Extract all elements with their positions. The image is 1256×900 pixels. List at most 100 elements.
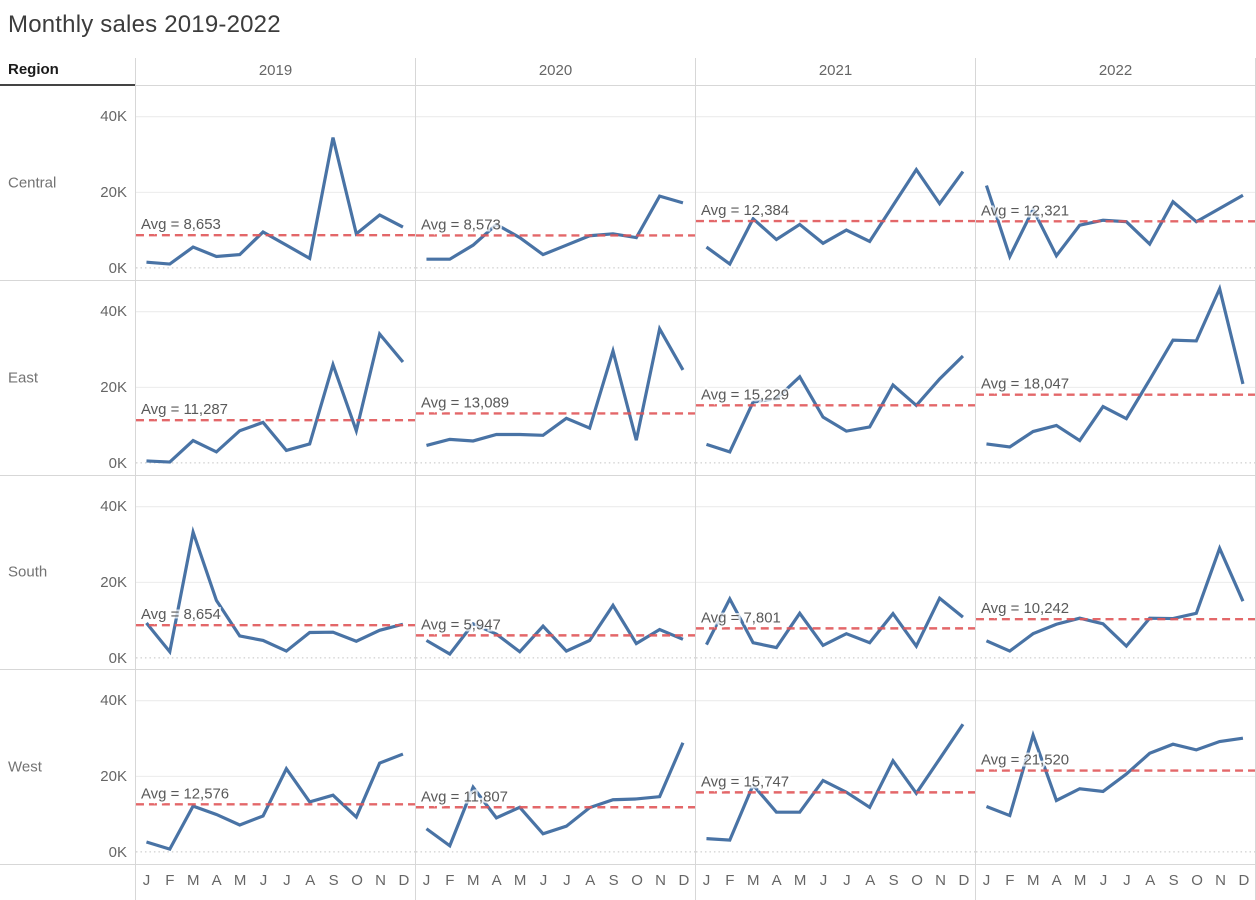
month-label: N bbox=[935, 872, 946, 889]
chart-cell-west-2020[interactable]: Avg = 11,807 bbox=[415, 670, 695, 864]
month-label: A bbox=[491, 872, 502, 889]
y-tick-label: 40K bbox=[100, 302, 127, 320]
region-row-south: South 40K 20K 0K Avg = 8,654 Avg = 5,947 Avg =… bbox=[0, 475, 1256, 671]
month-label: O bbox=[911, 872, 923, 889]
month-label: N bbox=[1215, 872, 1226, 889]
sales-line[interactable] bbox=[984, 185, 1244, 261]
line-chart-south-2021[interactable]: Avg = 7,801 bbox=[696, 476, 975, 670]
line-chart-central-2019[interactable]: Avg = 8,653 bbox=[136, 86, 415, 280]
chart-cell-east-2020[interactable]: Avg = 13,089 bbox=[415, 280, 695, 475]
chart-cell-south-2020[interactable]: Avg = 5,947 bbox=[415, 475, 695, 670]
sales-line[interactable] bbox=[986, 283, 1245, 449]
sales-line[interactable] bbox=[425, 742, 685, 849]
chart-cell-central-2020[interactable]: Avg = 8,573 bbox=[415, 86, 695, 280]
column-header-2022: 2022 bbox=[975, 58, 1256, 86]
line-chart-south-2020[interactable]: Avg = 5,947 bbox=[416, 476, 695, 670]
sales-line[interactable] bbox=[706, 723, 965, 843]
month-label: J bbox=[843, 872, 851, 889]
sales-line[interactable] bbox=[985, 543, 1245, 653]
month-label: O bbox=[631, 872, 643, 889]
chart-cell-central-2022[interactable]: Avg = 12,321 bbox=[975, 86, 1256, 280]
month-label: F bbox=[1005, 872, 1015, 889]
month-label: S bbox=[608, 872, 619, 889]
month-label: M bbox=[747, 872, 760, 889]
avg-annotation: Avg = 5,947 bbox=[421, 616, 501, 633]
month-label: J bbox=[142, 872, 151, 889]
row-header-south: South 40K 20K 0K bbox=[0, 476, 135, 670]
line-chart-west-2020[interactable]: Avg = 11,807 bbox=[416, 670, 695, 864]
month-label: J bbox=[539, 872, 548, 889]
chart-cell-south-2019[interactable]: Avg = 8,654 bbox=[135, 475, 415, 670]
month-label: A bbox=[305, 872, 316, 889]
month-label: O bbox=[351, 872, 363, 889]
chart-cell-west-2022[interactable]: Avg = 21,520 bbox=[975, 670, 1256, 864]
line-chart-south-2019[interactable]: Avg = 8,654 bbox=[136, 476, 415, 670]
month-label: N bbox=[375, 872, 386, 889]
chart-cell-west-2019[interactable]: Avg = 12,576 bbox=[135, 670, 415, 864]
line-chart-central-2021[interactable]: Avg = 12,384 bbox=[696, 86, 975, 280]
chart-cell-east-2019[interactable]: Avg = 11,287 bbox=[135, 280, 415, 475]
avg-annotation: Avg = 11,807 bbox=[421, 789, 508, 806]
line-chart-east-2019[interactable]: Avg = 11,287 bbox=[136, 281, 415, 475]
month-axis-spacer bbox=[0, 865, 135, 900]
month-label: F bbox=[165, 872, 175, 889]
sales-line[interactable] bbox=[146, 137, 404, 266]
month-label: M bbox=[187, 872, 200, 889]
y-tick-label: 0K bbox=[108, 844, 127, 862]
chart-cell-central-2021[interactable]: Avg = 12,384 bbox=[695, 86, 975, 280]
line-chart-central-2022[interactable]: Avg = 12,321 bbox=[976, 86, 1255, 280]
month-label: F bbox=[725, 872, 735, 889]
chart-cell-east-2022[interactable]: Avg = 18,047 bbox=[975, 280, 1256, 475]
avg-annotation: Avg = 12,384 bbox=[701, 202, 789, 219]
month-label: D bbox=[1238, 872, 1250, 889]
y-tick-label: 40K bbox=[100, 692, 127, 710]
month-label: N bbox=[655, 872, 666, 889]
line-chart-east-2022[interactable]: Avg = 18,047 bbox=[976, 281, 1255, 475]
y-tick-label: 40K bbox=[100, 108, 127, 125]
sales-line[interactable] bbox=[146, 330, 405, 464]
chart-title: Monthly sales 2019-2022 bbox=[8, 11, 281, 38]
sales-line[interactable] bbox=[705, 166, 965, 267]
region-row-central: Central 40K 20K 0K Avg = 8,653 Avg = 8,573 Avg… bbox=[0, 86, 1256, 281]
sales-line[interactable] bbox=[145, 525, 404, 655]
y-tick-label: 20K bbox=[100, 768, 127, 786]
sales-line[interactable] bbox=[425, 601, 684, 656]
sales-line[interactable] bbox=[705, 354, 965, 454]
sales-line[interactable] bbox=[426, 324, 685, 447]
row-label-south: South bbox=[8, 563, 48, 581]
line-chart-east-2020[interactable]: Avg = 13,089 bbox=[416, 281, 695, 475]
chart-cell-south-2021[interactable]: Avg = 7,801 bbox=[695, 475, 975, 670]
month-label: A bbox=[865, 872, 876, 889]
y-tick-label: 20K bbox=[100, 573, 127, 591]
y-tick-label: 40K bbox=[100, 497, 127, 515]
line-chart-west-2019[interactable]: Avg = 12,576 bbox=[136, 670, 415, 864]
chart-cell-east-2021[interactable]: Avg = 15,229 bbox=[695, 280, 975, 475]
region-row-east: East 40K 20K 0K Avg = 11,287 Avg = 13,089 Avg … bbox=[0, 280, 1256, 476]
avg-annotation: Avg = 8,653 bbox=[141, 216, 221, 233]
avg-annotation: Avg = 13,089 bbox=[421, 394, 509, 411]
y-tick-label: 20K bbox=[100, 378, 127, 396]
month-label: A bbox=[211, 872, 222, 889]
chart-cell-west-2021[interactable]: Avg = 15,747 bbox=[695, 670, 975, 864]
sales-line[interactable] bbox=[426, 194, 684, 261]
line-chart-central-2020[interactable]: Avg = 8,573 bbox=[416, 86, 695, 280]
sales-line[interactable] bbox=[985, 730, 1244, 818]
month-label: J bbox=[982, 872, 991, 889]
month-label: S bbox=[1168, 872, 1179, 889]
sales-line[interactable] bbox=[145, 752, 404, 852]
line-chart-west-2021[interactable]: Avg = 15,747 bbox=[696, 670, 975, 864]
line-chart-south-2022[interactable]: Avg = 10,242 bbox=[976, 476, 1255, 670]
row-header-west: West 40K 20K 0K bbox=[0, 670, 135, 864]
sales-line[interactable] bbox=[705, 594, 964, 649]
region-row-west: West 40K 20K 0K Avg = 12,576 Avg = 11,807 Avg … bbox=[0, 670, 1256, 865]
line-chart-west-2022[interactable]: Avg = 21,520 bbox=[976, 670, 1255, 864]
month-label: J bbox=[259, 872, 268, 889]
line-chart-east-2021[interactable]: Avg = 15,229 bbox=[696, 281, 975, 475]
chart-cell-south-2022[interactable]: Avg = 10,242 bbox=[975, 475, 1256, 670]
chart-cell-central-2019[interactable]: Avg = 8,653 bbox=[135, 86, 415, 280]
month-label: S bbox=[328, 872, 339, 889]
y-tick-label: 0K bbox=[108, 649, 127, 667]
